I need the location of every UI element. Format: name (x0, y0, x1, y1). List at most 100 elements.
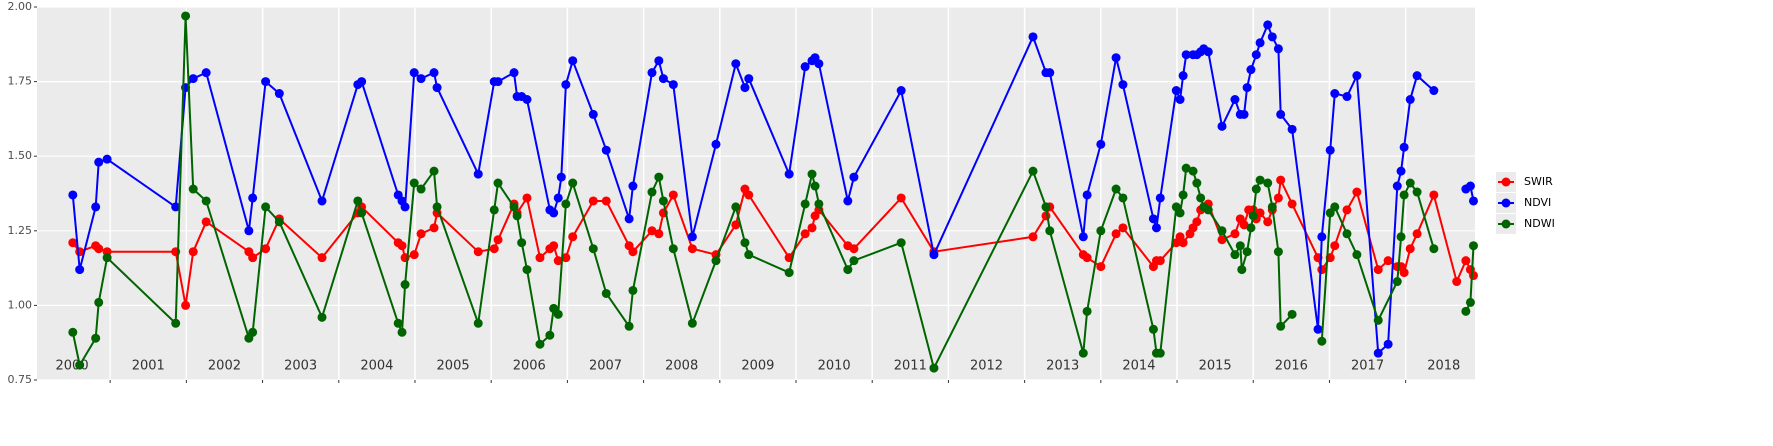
data-point (489, 244, 499, 254)
data-point (1217, 121, 1227, 131)
data-point (1287, 309, 1297, 319)
data-point (1429, 86, 1439, 96)
data-point (201, 68, 211, 78)
data-point (1151, 223, 1161, 233)
data-point (1330, 241, 1340, 251)
data-point (588, 244, 598, 254)
data-point (896, 193, 906, 203)
data-point (1392, 277, 1402, 287)
data-point (601, 145, 611, 155)
data-point (1461, 306, 1471, 316)
data-point (1041, 202, 1051, 212)
data-point (849, 244, 859, 254)
data-point (668, 190, 678, 200)
data-point (929, 363, 939, 373)
data-point (624, 321, 634, 331)
data-point (1096, 226, 1106, 236)
data-point (807, 169, 817, 179)
data-point (68, 190, 78, 200)
data-point (1188, 166, 1198, 176)
data-point (1276, 109, 1286, 119)
data-point (1392, 181, 1402, 191)
data-point (800, 62, 810, 72)
data-point (549, 208, 559, 218)
data-point (94, 157, 104, 167)
data-point (1317, 232, 1327, 242)
data-point (1175, 208, 1185, 218)
data-point (1192, 178, 1202, 188)
data-point (535, 339, 545, 349)
data-point (556, 172, 566, 182)
data-point (810, 181, 820, 191)
data-point (1192, 217, 1202, 227)
data-point (601, 196, 611, 206)
data-point (687, 232, 697, 242)
x-tick-label: 2009 (741, 359, 774, 374)
data-point (1352, 187, 1362, 197)
x-tick-label: 2004 (360, 359, 393, 374)
data-point (1203, 205, 1213, 215)
data-point (493, 178, 503, 188)
data-point (535, 253, 545, 263)
data-point (1082, 306, 1092, 316)
data-point (1273, 193, 1283, 203)
data-point (248, 193, 258, 203)
data-point (416, 184, 426, 194)
data-point (493, 77, 503, 87)
data-point (687, 318, 697, 328)
data-point (647, 68, 657, 78)
data-point (68, 238, 78, 248)
data-point (1078, 232, 1088, 242)
data-point (1342, 205, 1352, 215)
data-point (1171, 86, 1181, 96)
data-point (1230, 250, 1240, 260)
data-point (568, 232, 578, 242)
data-point (1045, 226, 1055, 236)
data-point (658, 196, 668, 206)
data-point (1082, 253, 1092, 263)
y-tick-label: 1.75 (8, 75, 33, 88)
data-point (493, 235, 503, 245)
data-point (393, 318, 403, 328)
x-tick-label: 2018 (1427, 359, 1460, 374)
data-point (1273, 44, 1283, 54)
data-point (849, 256, 859, 266)
data-point (1111, 229, 1121, 239)
data-point (509, 202, 519, 212)
data-point (1237, 265, 1247, 275)
data-point (628, 285, 638, 295)
data-point (843, 265, 853, 275)
data-point (1330, 89, 1340, 99)
data-point (1217, 235, 1227, 245)
data-point (807, 223, 817, 233)
data-point (1405, 178, 1415, 188)
data-point (522, 95, 532, 105)
data-point (784, 169, 794, 179)
data-point (201, 196, 211, 206)
data-point (1399, 142, 1409, 152)
data-point (800, 229, 810, 239)
y-tick-label: 1.25 (8, 224, 33, 237)
data-point (1251, 184, 1261, 194)
data-point (1242, 83, 1252, 93)
y-tick-label: 1.00 (8, 298, 33, 311)
data-point (545, 330, 555, 340)
data-point (744, 190, 754, 200)
data-point (94, 244, 104, 254)
data-point (432, 83, 442, 93)
data-point (1255, 38, 1265, 48)
data-point (588, 109, 598, 119)
data-point (647, 226, 657, 236)
x-tick-label: 2010 (818, 359, 851, 374)
data-point (1118, 223, 1128, 233)
data-point (1196, 193, 1206, 203)
data-point (687, 244, 697, 254)
data-point (654, 229, 664, 239)
x-tick-label: 2013 (1046, 359, 1079, 374)
data-point (1383, 256, 1393, 266)
data-point (181, 11, 191, 21)
data-point (473, 169, 483, 179)
data-point (1148, 214, 1158, 224)
